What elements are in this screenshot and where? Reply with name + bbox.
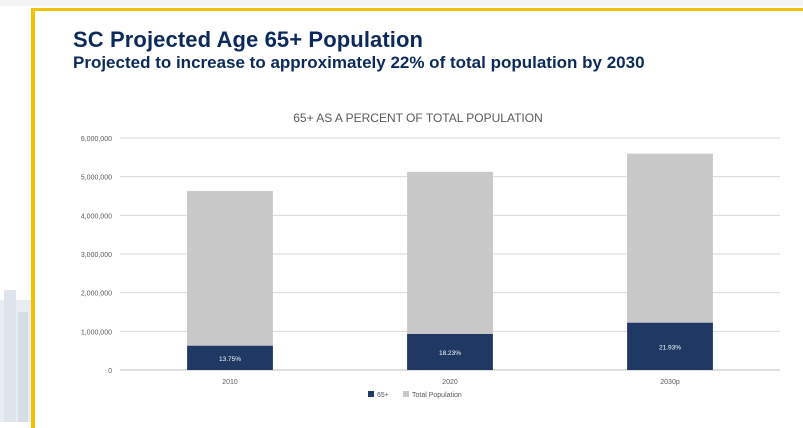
y-tick-label: 3,000,000	[81, 252, 112, 259]
chart-container: 65+ AS A PERCENT OF TOTAL POPULATION 0 1,…	[40, 100, 800, 420]
data-label: 21.93%	[659, 344, 681, 351]
y-tick-label: 0	[108, 368, 112, 375]
x-tick-label: 2020	[442, 379, 458, 386]
y-tick-label: 5,000,000	[81, 175, 112, 182]
top-bar	[0, 0, 803, 6]
slide-title: SC Projected Age 65+ Population	[73, 27, 424, 52]
y-axis: 0 1,000,000 2,000,000 3,000,000 4,000,000 5,0…	[81, 136, 112, 375]
chart-legend: 65+ Total Population	[368, 391, 462, 399]
y-tick-label: 6,000,000	[81, 136, 112, 143]
data-label: 13.75%	[219, 356, 241, 363]
population-chart: 65+ AS A PERCENT OF TOTAL POPULATION 0 1,…	[81, 111, 780, 399]
data-label: 18.23%	[439, 350, 461, 357]
x-axis: 2010 2020 2030p	[222, 379, 680, 386]
bar-age65-2030p	[627, 322, 713, 370]
chart-title: 65+ AS A PERCENT OF TOTAL POPULATION	[293, 111, 543, 125]
x-tick-label: 2030p	[660, 379, 680, 386]
y-tick-label: 4,000,000	[81, 213, 112, 220]
bar-total-2020	[407, 171, 493, 334]
legend-label: Total Population	[412, 392, 462, 399]
bar-total-2030p	[627, 153, 713, 323]
x-tick-label: 2010	[222, 379, 238, 386]
background-building-graphic	[0, 290, 31, 422]
bar-total-2010	[187, 190, 273, 346]
y-tick-label: 2,000,000	[81, 291, 112, 298]
y-tick-label: 1,000,000	[81, 329, 112, 336]
bar-age65-2020	[407, 333, 493, 370]
slide-subtitle: Projected to increase to approximately 2…	[73, 53, 645, 72]
chart-bars: 13.75% 18.23% 21.93%	[187, 153, 713, 370]
legend-swatch	[368, 391, 374, 397]
bar-age65-2010	[187, 345, 273, 370]
legend-label: 65+	[377, 392, 389, 399]
legend-swatch	[403, 391, 409, 397]
